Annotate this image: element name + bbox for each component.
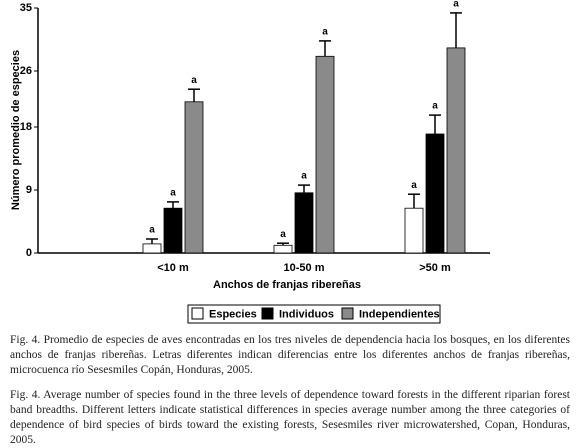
x-tick-label: >50 m (419, 262, 451, 274)
bar (142, 243, 162, 254)
legend-swatch (341, 307, 354, 320)
bar (163, 207, 183, 254)
caption-en: Fig. 4. Average number of species found … (10, 389, 570, 446)
bar (425, 133, 445, 254)
significance-letter: a (411, 180, 417, 191)
x-axis-label: Anchos de franjas ribereñas (213, 279, 361, 291)
significance-letter: a (432, 101, 438, 112)
bar (446, 47, 466, 254)
legend-box (187, 304, 441, 324)
legend-label: Individuos (279, 308, 334, 320)
significance-letter: a (191, 75, 197, 86)
x-tick-label: <10 m (157, 262, 189, 274)
significance-letter: a (149, 225, 155, 236)
y-axis-label: Número promedio de especies (10, 50, 22, 210)
bar (315, 55, 335, 254)
bar (404, 207, 424, 254)
y-tick-label: 9 (26, 184, 32, 196)
bar (294, 192, 314, 254)
x-tick-label: 10-50 m (284, 262, 325, 274)
legend-label: Especies (209, 308, 257, 320)
page: Número promedio de especies Anchos de fr… (9, 0, 570, 446)
legend-swatch (261, 307, 274, 320)
caption-es: Fig. 4. Promedio de especies de aves enc… (10, 334, 570, 376)
legend-swatch (191, 307, 204, 320)
y-tick-label: 0 (26, 247, 32, 259)
significance-letter: a (453, 0, 459, 10)
legend-label: Independientes (359, 308, 440, 320)
y-tick-label: 35 (20, 2, 32, 14)
y-tick-label: 18 (20, 121, 32, 133)
significance-letter: a (322, 27, 328, 38)
bar (273, 244, 293, 254)
significance-letter: a (170, 188, 176, 199)
bar (184, 101, 204, 254)
significance-letter: a (301, 171, 307, 182)
chart: Número promedio de especies Anchos de fr… (10, 0, 490, 324)
y-tick-label: 26 (20, 65, 32, 77)
significance-letter: a (280, 229, 286, 240)
